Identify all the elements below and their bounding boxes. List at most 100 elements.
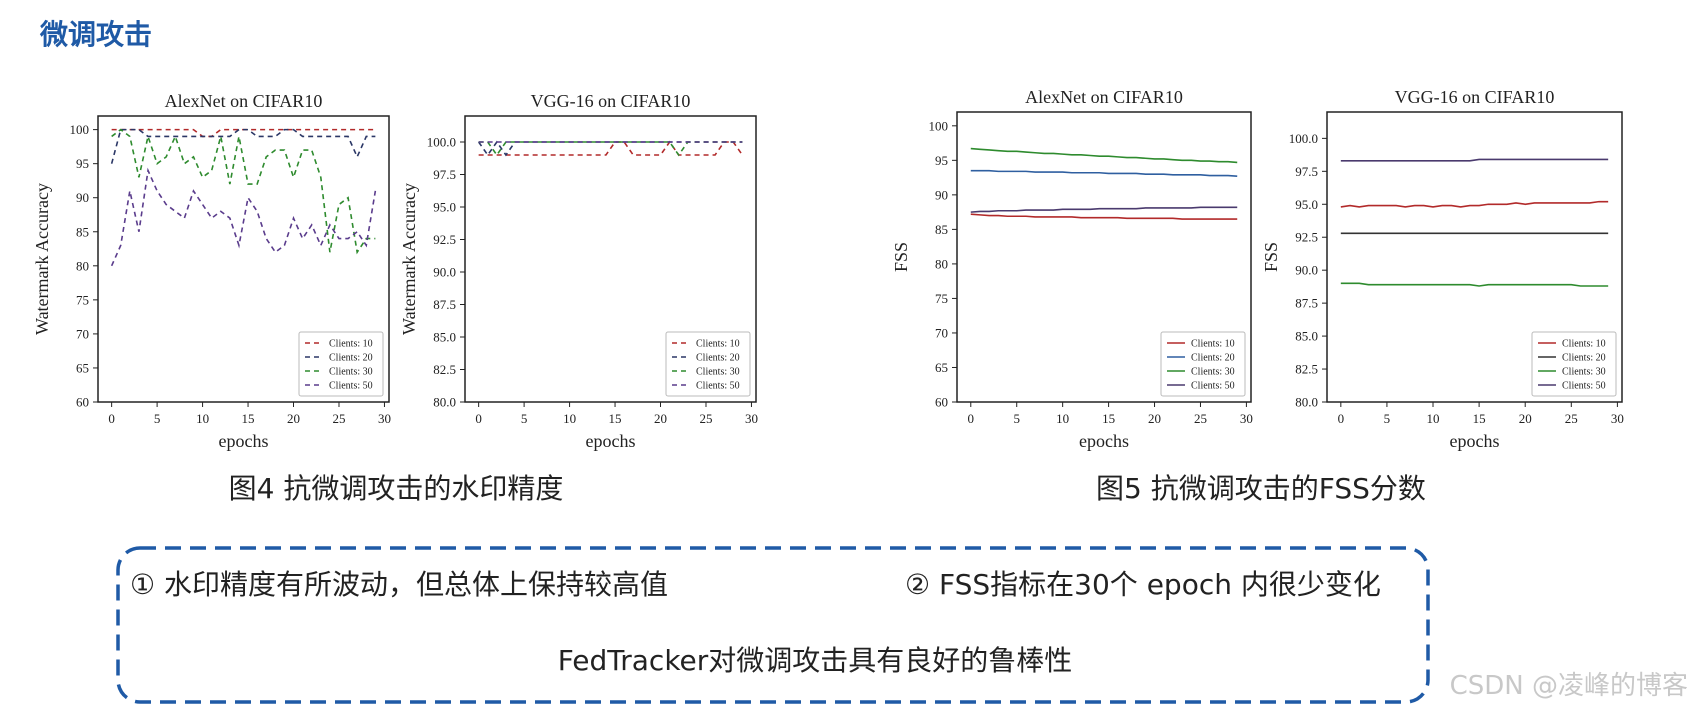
y-axis-label: FSS [1261, 242, 1281, 272]
y-tick-label: 100.0 [1289, 131, 1318, 146]
y-tick-label: 95 [76, 156, 89, 171]
x-tick-label: 30 [378, 411, 391, 426]
legend-label: Clients: 20 [696, 353, 740, 364]
legend-label: Clients: 20 [329, 353, 373, 364]
summary-box [116, 546, 1430, 704]
y-tick-label: 85 [935, 222, 948, 237]
legend-label: Clients: 50 [1191, 381, 1235, 392]
chart: AlexNet on CIFAR10 epochs Watermark Accura… [32, 91, 391, 451]
x-tick-label: 20 [1519, 411, 1532, 426]
legend-label: Clients: 50 [1562, 381, 1606, 392]
y-tick-label: 100.0 [427, 135, 456, 150]
legend-label: Clients: 10 [1562, 339, 1606, 350]
y-tick-label: 95 [935, 153, 948, 168]
x-axis-label: epochs [586, 431, 636, 451]
y-tick-label: 65 [935, 360, 948, 375]
y-tick-label: 65 [76, 360, 89, 375]
x-tick-label: 10 [1427, 411, 1440, 426]
figure-caption: 图5 抗微调攻击的FSS分数 [1096, 472, 1426, 505]
note: ② FSS指标在30个 epoch 内很少变化 [905, 568, 1381, 601]
x-tick-label: 20 [1148, 411, 1161, 426]
y-tick-label: 82.5 [433, 362, 456, 377]
y-axis-label: Watermark Accuracy [32, 183, 52, 335]
x-tick-label: 0 [475, 411, 482, 426]
legend-label: Clients: 30 [1191, 367, 1235, 378]
chart: AlexNet on CIFAR10 epochs FSS 0 5 10 15 20 25 30 6… [891, 87, 1253, 451]
x-tick-label: 25 [1194, 411, 1207, 426]
x-tick-label: 5 [521, 411, 528, 426]
plot-frame [956, 111, 1252, 403]
legend-label: Clients: 50 [696, 381, 740, 392]
x-tick-label: 0 [108, 411, 115, 426]
y-tick-label: 82.5 [1295, 362, 1318, 377]
chart: VGG-16 on CIFAR10 epochs Watermark Accurac… [399, 91, 758, 451]
y-tick-label: 80.0 [433, 395, 456, 410]
y-tick-label: 100 [70, 122, 90, 137]
plot-frame [1326, 111, 1623, 403]
watermark: CSDN @凌峰的博客 [1450, 671, 1688, 701]
x-tick-label: 15 [609, 411, 622, 426]
x-axis-label: epochs [1450, 431, 1500, 451]
x-tick-label: 10 [196, 411, 209, 426]
legend-label: Clients: 10 [1191, 339, 1235, 350]
x-tick-label: 20 [654, 411, 667, 426]
legend-box [298, 331, 384, 397]
data-line [1340, 158, 1609, 162]
data-line [110, 128, 376, 164]
y-tick-label: 75 [76, 292, 89, 307]
legend-box [1531, 331, 1617, 397]
x-tick-label: 25 [699, 411, 712, 426]
x-tick-label: 5 [1013, 411, 1020, 426]
x-tick-label: 0 [968, 411, 975, 426]
y-tick-label: 90 [935, 187, 948, 202]
note: ① 水印精度有所波动，但总体上保持较高值 [130, 568, 668, 601]
y-tick-label: 70 [935, 325, 948, 340]
y-tick-label: 80.0 [1295, 395, 1318, 410]
y-tick-label: 80 [76, 258, 89, 273]
conclusion: FedTracker对微调攻击具有良好的鲁棒性 [558, 644, 1073, 677]
x-tick-label: 10 [1056, 411, 1069, 426]
data-line [478, 140, 744, 156]
y-tick-label: 95.0 [433, 200, 456, 215]
x-tick-label: 0 [1338, 411, 1345, 426]
x-tick-label: 5 [154, 411, 161, 426]
y-axis-label: Watermark Accuracy [399, 183, 419, 335]
x-tick-label: 15 [1473, 411, 1486, 426]
y-tick-label: 97.5 [433, 167, 456, 182]
y-tick-label: 90.0 [1295, 263, 1318, 278]
y-tick-label: 85.0 [433, 330, 456, 345]
x-tick-label: 15 [1102, 411, 1115, 426]
data-line [970, 213, 1238, 220]
x-axis-label: epochs [1079, 431, 1129, 451]
data-line [111, 128, 376, 138]
x-tick-label: 20 [287, 411, 300, 426]
x-tick-label: 25 [332, 411, 345, 426]
data-line [970, 169, 1238, 178]
y-tick-label: 92.5 [433, 232, 456, 247]
data-line [111, 128, 376, 255]
y-tick-label: 97.5 [1295, 164, 1318, 179]
x-tick-label: 30 [1611, 411, 1624, 426]
y-tick-label: 87.5 [1295, 296, 1318, 311]
y-tick-label: 85 [76, 224, 89, 239]
x-tick-label: 25 [1565, 411, 1578, 426]
y-tick-label: 95.0 [1295, 197, 1318, 212]
legend-label: Clients: 30 [696, 367, 740, 378]
legend-box [1160, 331, 1246, 397]
x-tick-label: 5 [1384, 411, 1391, 426]
y-tick-label: 60 [76, 395, 89, 410]
plot-frame [464, 115, 757, 403]
chart-title: VGG-16 on CIFAR10 [531, 91, 691, 111]
y-tick-label: 60 [935, 395, 948, 410]
y-tick-label: 92.5 [1295, 230, 1318, 245]
figure-caption: 图4 抗微调攻击的水印精度 [229, 472, 564, 505]
legend-label: Clients: 20 [1191, 353, 1235, 364]
y-tick-label: 87.5 [433, 297, 456, 312]
y-tick-label: 85.0 [1295, 329, 1318, 344]
data-line [1340, 200, 1609, 208]
chart-title: VGG-16 on CIFAR10 [1395, 87, 1555, 107]
y-tick-label: 90 [76, 190, 89, 205]
x-tick-label: 15 [242, 411, 255, 426]
x-tick-label: 10 [563, 411, 576, 426]
data-line [1340, 282, 1609, 287]
